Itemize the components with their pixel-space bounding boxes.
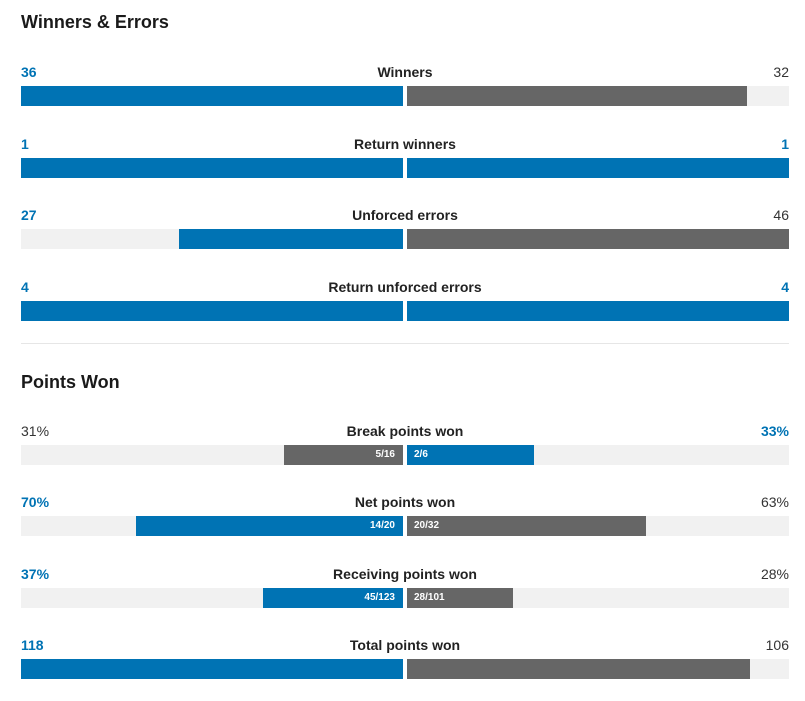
right-bar-count: 2/6 bbox=[414, 449, 428, 460]
stat-right-value: 1 bbox=[781, 136, 789, 152]
stat-right-value: 4 bbox=[781, 279, 789, 295]
stat-right-value: 33% bbox=[760, 423, 789, 439]
stat-left-value: 70% bbox=[21, 494, 50, 510]
right-bar-track bbox=[407, 229, 789, 249]
right-bar-fill bbox=[407, 158, 789, 178]
stat-bars bbox=[21, 158, 789, 178]
right-bar-track bbox=[407, 659, 789, 679]
stat-bars: 45/123 28/101 bbox=[21, 588, 789, 608]
stat-label: Break points won bbox=[346, 423, 464, 439]
stat-row-return-unforced-errors: 4 Return unforced errors 4 bbox=[21, 278, 789, 322]
stat-bars bbox=[21, 229, 789, 249]
right-bar-fill: 20/32 bbox=[407, 516, 646, 536]
right-bar-fill bbox=[407, 301, 789, 321]
stat-right-value: 63% bbox=[760, 494, 789, 510]
right-bar-track bbox=[407, 301, 789, 321]
points-won-title: Points Won bbox=[21, 372, 120, 392]
left-bar-track: 45/123 bbox=[21, 588, 403, 608]
left-bar-track bbox=[21, 158, 403, 178]
left-bar-fill: 14/20 bbox=[135, 516, 403, 536]
stat-bars bbox=[21, 301, 789, 321]
left-bar-track bbox=[21, 229, 403, 249]
stat-left-value: 37% bbox=[21, 566, 50, 582]
left-bar-fill bbox=[21, 301, 403, 321]
right-bar-track bbox=[407, 86, 789, 106]
left-bar-track bbox=[21, 301, 403, 321]
stat-bars: 14/20 20/32 bbox=[21, 516, 789, 536]
left-bar-fill bbox=[21, 659, 403, 679]
right-bar-fill bbox=[407, 659, 751, 679]
stat-row-net-points-won: 70% Net points won 63% 14/20 20/32 bbox=[21, 493, 789, 537]
stat-right-value: 46 bbox=[773, 207, 789, 223]
stat-label: Winners bbox=[377, 64, 433, 80]
right-bar-fill: 28/101 bbox=[407, 588, 513, 608]
left-bar-fill bbox=[178, 229, 403, 249]
right-bar-track: 20/32 bbox=[407, 516, 789, 536]
left-bar-track bbox=[21, 86, 403, 106]
stat-row-receiving-points-won: 37% Receiving points won 28% 45/123 28/101 bbox=[21, 565, 789, 609]
left-bar-fill: 45/123 bbox=[263, 588, 403, 608]
stat-left-value: 31% bbox=[21, 423, 50, 439]
left-bar-count: 45/123 bbox=[364, 592, 395, 603]
left-bar-track: 14/20 bbox=[21, 516, 403, 536]
stat-label: Unforced errors bbox=[352, 207, 458, 223]
right-bar-track: 2/6 bbox=[407, 445, 789, 465]
left-bar-track: 5/16 bbox=[21, 445, 403, 465]
stat-row-break-points-won: 31% Break points won 33% 5/16 2/6 bbox=[21, 422, 789, 466]
right-bar-count: 28/101 bbox=[414, 592, 445, 603]
left-bar-track bbox=[21, 659, 403, 679]
stat-row-winners: 36 Winners 32 bbox=[21, 63, 789, 107]
stat-row-return-winners: 1 Return winners 1 bbox=[21, 135, 789, 179]
stat-right-value: 28% bbox=[760, 566, 789, 582]
right-bar-count: 20/32 bbox=[414, 520, 440, 531]
right-bar-fill bbox=[407, 229, 789, 249]
stat-row-total-points-won: 118 Total points won 106 bbox=[21, 636, 789, 680]
stat-label: Return unforced errors bbox=[328, 279, 482, 295]
stat-left-value: 1 bbox=[21, 136, 29, 152]
stat-left-value: 4 bbox=[21, 279, 29, 295]
stat-row-unforced-errors: 27 Unforced errors 46 bbox=[21, 206, 789, 250]
stat-label: Net points won bbox=[354, 494, 456, 510]
left-bar-fill bbox=[21, 86, 403, 106]
right-bar-track bbox=[407, 158, 789, 178]
left-bar-fill bbox=[21, 158, 403, 178]
section-divider bbox=[21, 343, 789, 344]
stat-left-value: 118 bbox=[21, 637, 44, 653]
left-bar-count: 14/20 bbox=[369, 520, 395, 531]
stat-label: Return winners bbox=[354, 136, 456, 152]
winners-errors-title: Winners & Errors bbox=[21, 12, 169, 32]
stat-left-value: 36 bbox=[21, 64, 37, 80]
stat-right-value: 32 bbox=[773, 64, 789, 80]
left-bar-fill: 5/16 bbox=[283, 445, 403, 465]
stat-bars bbox=[21, 659, 789, 679]
right-bar-fill bbox=[407, 86, 747, 106]
stat-right-value: 106 bbox=[765, 637, 789, 653]
left-bar-count: 5/16 bbox=[375, 449, 395, 460]
right-bar-track: 28/101 bbox=[407, 588, 789, 608]
stat-left-value: 27 bbox=[21, 207, 37, 223]
stat-label: Total points won bbox=[349, 637, 461, 653]
stat-bars bbox=[21, 86, 789, 106]
right-bar-fill: 2/6 bbox=[407, 445, 535, 465]
stat-label: Receiving points won bbox=[333, 566, 477, 582]
stat-bars: 5/16 2/6 bbox=[21, 445, 789, 465]
